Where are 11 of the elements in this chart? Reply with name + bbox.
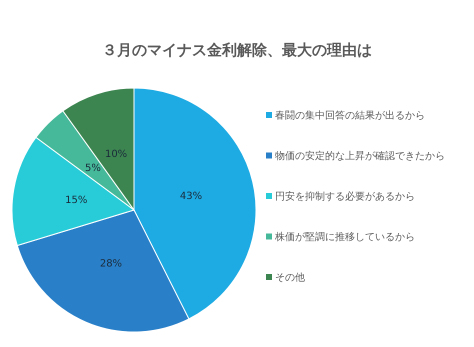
legend-label: 株価が堅調に推移しているから [274,231,415,244]
data-label: 10% [104,148,128,160]
data-label: 28% [100,258,122,270]
legend-label: 円安を抑制する必要があるから [275,190,415,203]
legend-label: 物価の安定的な上昇が確認できたから [275,150,445,162]
data-label: 5% [84,163,101,174]
data-label: 43% [180,191,202,202]
chart-title: ３月のマイナス金利解除、最大の理由は [102,41,372,59]
legend-label: その他 [275,272,305,284]
data-label: 15% [65,194,88,206]
legend-label: 春闘の集中回答の結果が出るから [275,110,425,122]
